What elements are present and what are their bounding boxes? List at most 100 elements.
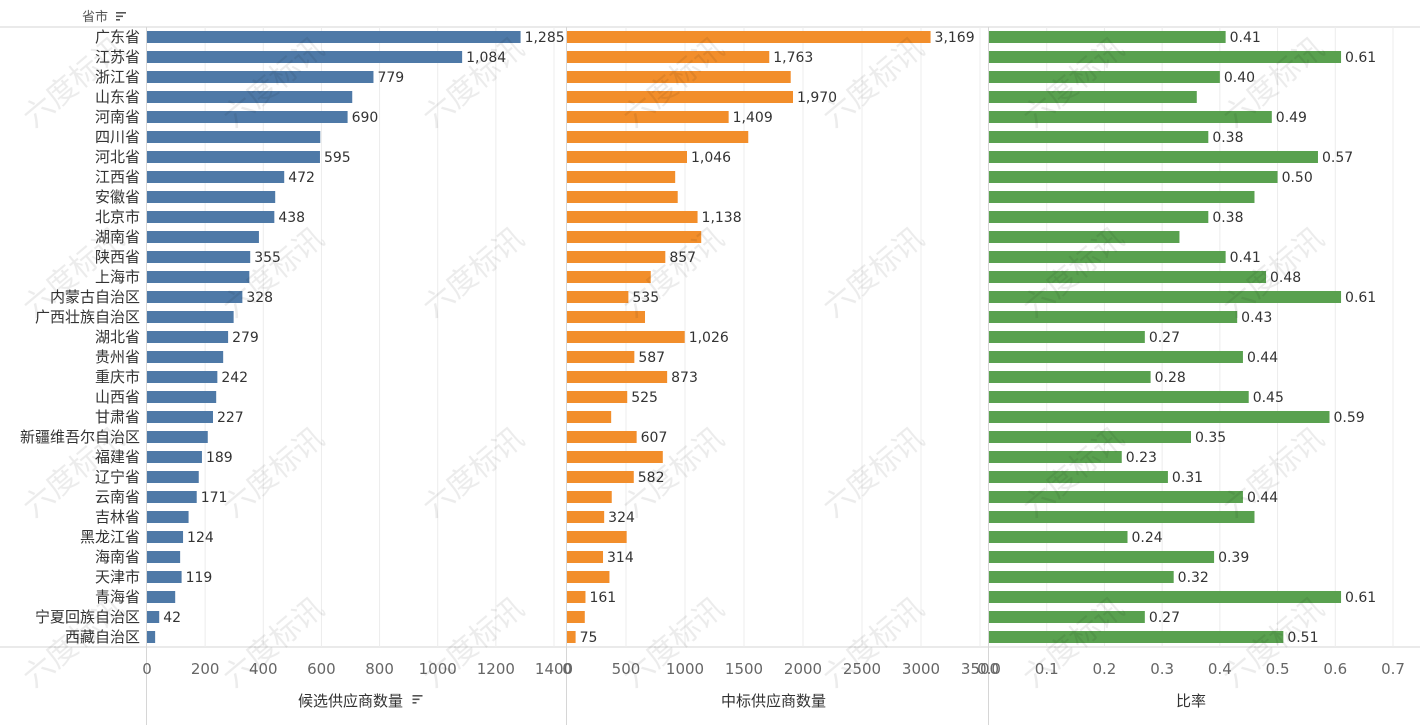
bar[interactable] — [147, 191, 276, 203]
bar[interactable] — [567, 31, 931, 43]
bar[interactable] — [567, 71, 791, 83]
bar[interactable] — [147, 571, 182, 583]
bar[interactable] — [567, 511, 605, 523]
bar[interactable] — [989, 71, 1220, 83]
bar[interactable] — [989, 371, 1151, 383]
bar[interactable] — [989, 231, 1180, 243]
bar[interactable] — [989, 91, 1197, 103]
bar[interactable] — [567, 591, 586, 603]
bar[interactable] — [989, 611, 1145, 623]
bar[interactable] — [989, 631, 1284, 643]
bar[interactable] — [567, 91, 794, 103]
bar[interactable] — [567, 551, 604, 563]
axis-title-3[interactable]: 比率 — [1176, 692, 1206, 710]
bar[interactable] — [147, 511, 189, 523]
bar[interactable] — [567, 631, 576, 643]
bar[interactable] — [989, 251, 1226, 263]
bar[interactable] — [989, 571, 1174, 583]
bar[interactable] — [147, 451, 202, 463]
bar[interactable] — [989, 351, 1243, 363]
bar[interactable] — [567, 471, 634, 483]
bar[interactable] — [989, 491, 1243, 503]
bar[interactable] — [147, 311, 234, 323]
axis-title-1[interactable]: 候选供应商数量 — [298, 692, 403, 710]
bar[interactable] — [567, 531, 627, 543]
bar[interactable] — [989, 151, 1318, 163]
category-label: 吉林省 — [95, 508, 140, 526]
bar[interactable] — [567, 411, 612, 423]
bar[interactable] — [147, 171, 285, 183]
bar[interactable] — [567, 171, 676, 183]
sort-descending-icon[interactable] — [116, 12, 126, 21]
bar[interactable] — [989, 191, 1255, 203]
sort-descending-icon[interactable] — [412, 695, 423, 704]
bar[interactable] — [147, 111, 348, 123]
bar[interactable] — [567, 391, 628, 403]
bar[interactable] — [989, 451, 1122, 463]
bar[interactable] — [567, 351, 635, 363]
bar[interactable] — [147, 251, 251, 263]
bar[interactable] — [147, 431, 208, 443]
bar[interactable] — [989, 171, 1278, 183]
bar[interactable] — [567, 111, 729, 123]
bar[interactable] — [567, 191, 678, 203]
bar[interactable] — [147, 471, 199, 483]
bar[interactable] — [567, 491, 612, 503]
bar[interactable] — [989, 111, 1272, 123]
bar[interactable] — [989, 51, 1342, 63]
bar[interactable] — [147, 351, 224, 363]
bar[interactable] — [567, 151, 687, 163]
bar[interactable] — [567, 271, 651, 283]
bar[interactable] — [989, 411, 1330, 423]
bar[interactable] — [147, 151, 320, 163]
bar[interactable] — [989, 591, 1342, 603]
bar[interactable] — [147, 631, 156, 643]
bar[interactable] — [147, 51, 463, 63]
bar[interactable] — [147, 411, 213, 423]
bar[interactable] — [567, 451, 663, 463]
bar[interactable] — [147, 551, 181, 563]
bar[interactable] — [147, 271, 250, 283]
bar[interactable] — [147, 591, 176, 603]
bar[interactable] — [567, 291, 629, 303]
bar[interactable] — [147, 371, 218, 383]
bar[interactable] — [989, 531, 1128, 543]
bar[interactable] — [147, 91, 353, 103]
bar[interactable] — [147, 391, 217, 403]
bar[interactable] — [147, 611, 160, 623]
bar[interactable] — [989, 331, 1145, 343]
bar[interactable] — [989, 211, 1209, 223]
bar[interactable] — [989, 271, 1267, 283]
bar[interactable] — [989, 551, 1215, 563]
bar[interactable] — [567, 371, 668, 383]
bar[interactable] — [567, 211, 698, 223]
bar[interactable] — [147, 491, 197, 503]
bar[interactable] — [567, 231, 702, 243]
bar[interactable] — [147, 71, 374, 83]
axis-title-2[interactable]: 中标供应商数量 — [721, 692, 826, 710]
bar[interactable] — [989, 431, 1191, 443]
bar[interactable] — [567, 51, 770, 63]
bar[interactable] — [989, 311, 1238, 323]
bar[interactable] — [989, 31, 1226, 43]
bar[interactable] — [567, 431, 637, 443]
bar[interactable] — [147, 231, 259, 243]
bar[interactable] — [567, 571, 610, 583]
bar[interactable] — [567, 331, 685, 343]
bar[interactable] — [147, 31, 521, 43]
row-field-label[interactable]: 省市 — [82, 9, 108, 25]
bar[interactable] — [147, 211, 275, 223]
bar[interactable] — [567, 611, 585, 623]
bar[interactable] — [147, 131, 321, 143]
bar[interactable] — [989, 131, 1209, 143]
bar[interactable] — [989, 291, 1342, 303]
bar[interactable] — [989, 511, 1255, 523]
bar[interactable] — [147, 331, 229, 343]
bar[interactable] — [567, 251, 666, 263]
bar[interactable] — [147, 291, 243, 303]
bar[interactable] — [989, 471, 1168, 483]
bar[interactable] — [147, 531, 184, 543]
bar[interactable] — [567, 131, 749, 143]
bar[interactable] — [567, 311, 646, 323]
bar[interactable] — [989, 391, 1249, 403]
